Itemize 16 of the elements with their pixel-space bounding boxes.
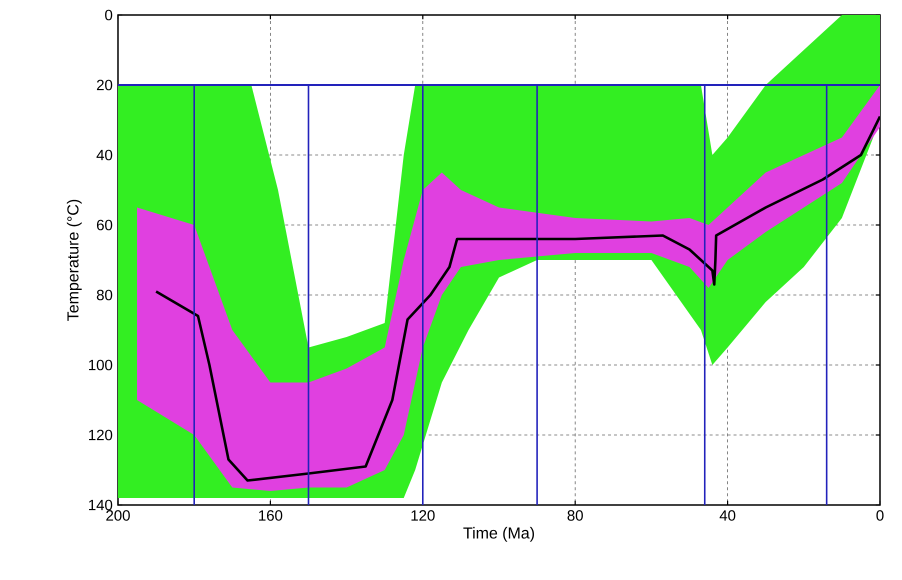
- y-tick-label: 140: [89, 500, 112, 510]
- y-tick-label: 80: [96, 290, 112, 300]
- y-tick-label: 100: [89, 360, 112, 370]
- x-tick-label: 200: [106, 510, 130, 521]
- y-tick-label: 20: [96, 80, 112, 90]
- y-tick-label: 0: [105, 10, 112, 20]
- y-tick-label: 120: [89, 430, 112, 440]
- y-axis-title: Temperature (°C): [66, 200, 82, 321]
- y-tick-label: 40: [96, 150, 112, 160]
- x-axis-title: Time (Ma): [463, 526, 534, 542]
- x-tick-label: 0: [876, 510, 884, 521]
- x-tick-label: 160: [259, 510, 282, 521]
- x-tick-label: 80: [568, 510, 583, 521]
- y-tick-label: 60: [96, 220, 112, 230]
- x-tick-label: 120: [411, 510, 435, 521]
- x-tick-label: 40: [720, 510, 736, 521]
